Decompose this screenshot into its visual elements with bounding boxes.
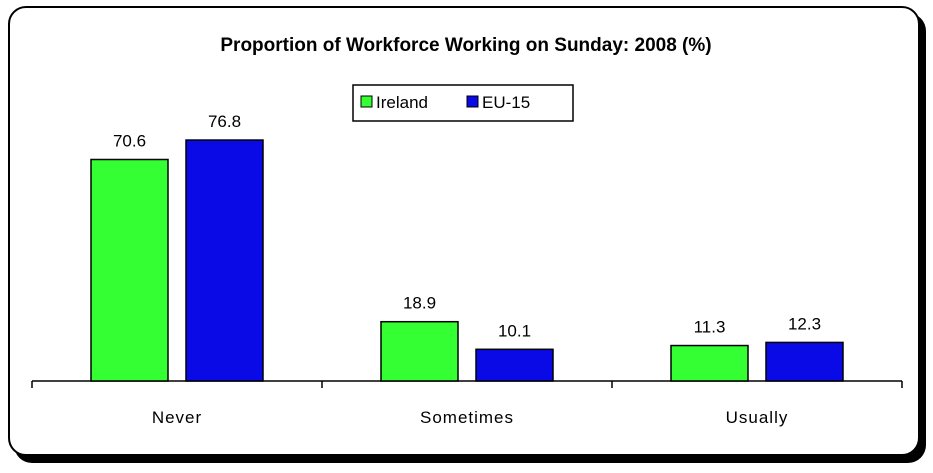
legend-swatch-ireland [360,95,373,108]
value-label: 10.1 [498,321,531,340]
value-labels: 70.6 76.8 18.9 10.1 11.3 12.3 [113,112,821,340]
bar-eu15-sometimes [475,348,554,382]
category-label: Sometimes [420,408,514,427]
legend-box [352,84,574,122]
legend-label-ireland: Ireland [376,93,428,112]
chart-title: Proportion of Workforce Working on Sunda… [220,35,711,56]
bars [90,139,844,382]
category-label: Usually [726,408,789,427]
legend-label-eu15: EU-15 [482,93,530,112]
value-label: 11.3 [694,318,726,337]
value-label: 76.8 [208,112,241,131]
bar-eu15-never [185,139,264,382]
value-label: 18.9 [403,294,436,313]
x-axis-ticks [31,381,903,388]
category-label: Never [152,408,202,427]
bar-ireland-usually [670,344,749,382]
bar-ireland-sometimes [380,320,459,382]
value-label: 70.6 [113,131,146,150]
bar-ireland-never [90,158,169,382]
legend: Ireland EU-15 [352,84,574,122]
value-label: 12.3 [788,314,821,333]
category-labels: Never Sometimes Usually [152,408,789,427]
bar-eu15-usually [765,341,844,382]
legend-swatch-eu15 [466,95,479,108]
